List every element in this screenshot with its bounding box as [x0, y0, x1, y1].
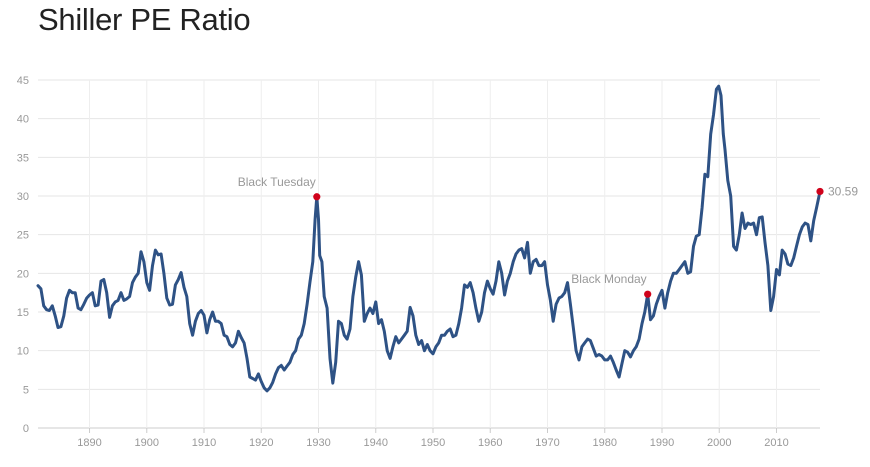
x-tick-label: 1980: [593, 437, 617, 449]
annotations: Black Tuesday Black Monday 30.59: [238, 175, 858, 298]
y-tick-label: 40: [17, 114, 29, 126]
series-line: [36, 84, 822, 393]
y-axis: 0 5 10 15 20 25 30 35 40 45: [17, 75, 29, 435]
y-tick-label: 20: [17, 268, 29, 280]
x-tick-label: 2010: [764, 437, 788, 449]
y-tick-label: 10: [17, 346, 29, 358]
grid: [38, 79, 820, 433]
annotation-marker: [313, 193, 321, 201]
x-tick-label: 1900: [135, 437, 159, 449]
y-tick-label: 45: [17, 75, 29, 87]
y-tick-label: 0: [23, 423, 29, 435]
y-tick-label: 15: [17, 307, 29, 319]
annotation-label: 30.59: [828, 184, 858, 198]
x-tick-label: 1970: [535, 437, 559, 449]
y-tick-label: 5: [23, 384, 29, 396]
x-tick-label: 1930: [306, 437, 330, 449]
x-tick-label: 1890: [77, 437, 101, 449]
annotation-marker: [644, 290, 652, 298]
annotation-label: Black Monday: [571, 272, 646, 286]
x-tick-label: 1910: [192, 437, 216, 449]
annotation-label: Black Tuesday: [238, 175, 316, 189]
x-tick-label: 2000: [707, 437, 731, 449]
x-tick-label: 1990: [650, 437, 674, 449]
annotation-marker: [816, 187, 824, 196]
x-tick-label: 1950: [421, 437, 445, 449]
x-tick-label: 1940: [364, 437, 388, 449]
y-tick-label: 35: [17, 152, 29, 164]
y-tick-label: 30: [17, 191, 29, 203]
x-tick-label: 1920: [249, 437, 273, 449]
series: [36, 84, 822, 393]
x-axis: 1890 1900 1910 1920 1930 1940 1950 1960 1970 1980…: [77, 437, 788, 449]
y-tick-label: 25: [17, 230, 29, 242]
chart-title: Shiller PE Ratio: [38, 2, 251, 37]
x-tick-label: 1960: [478, 437, 502, 449]
